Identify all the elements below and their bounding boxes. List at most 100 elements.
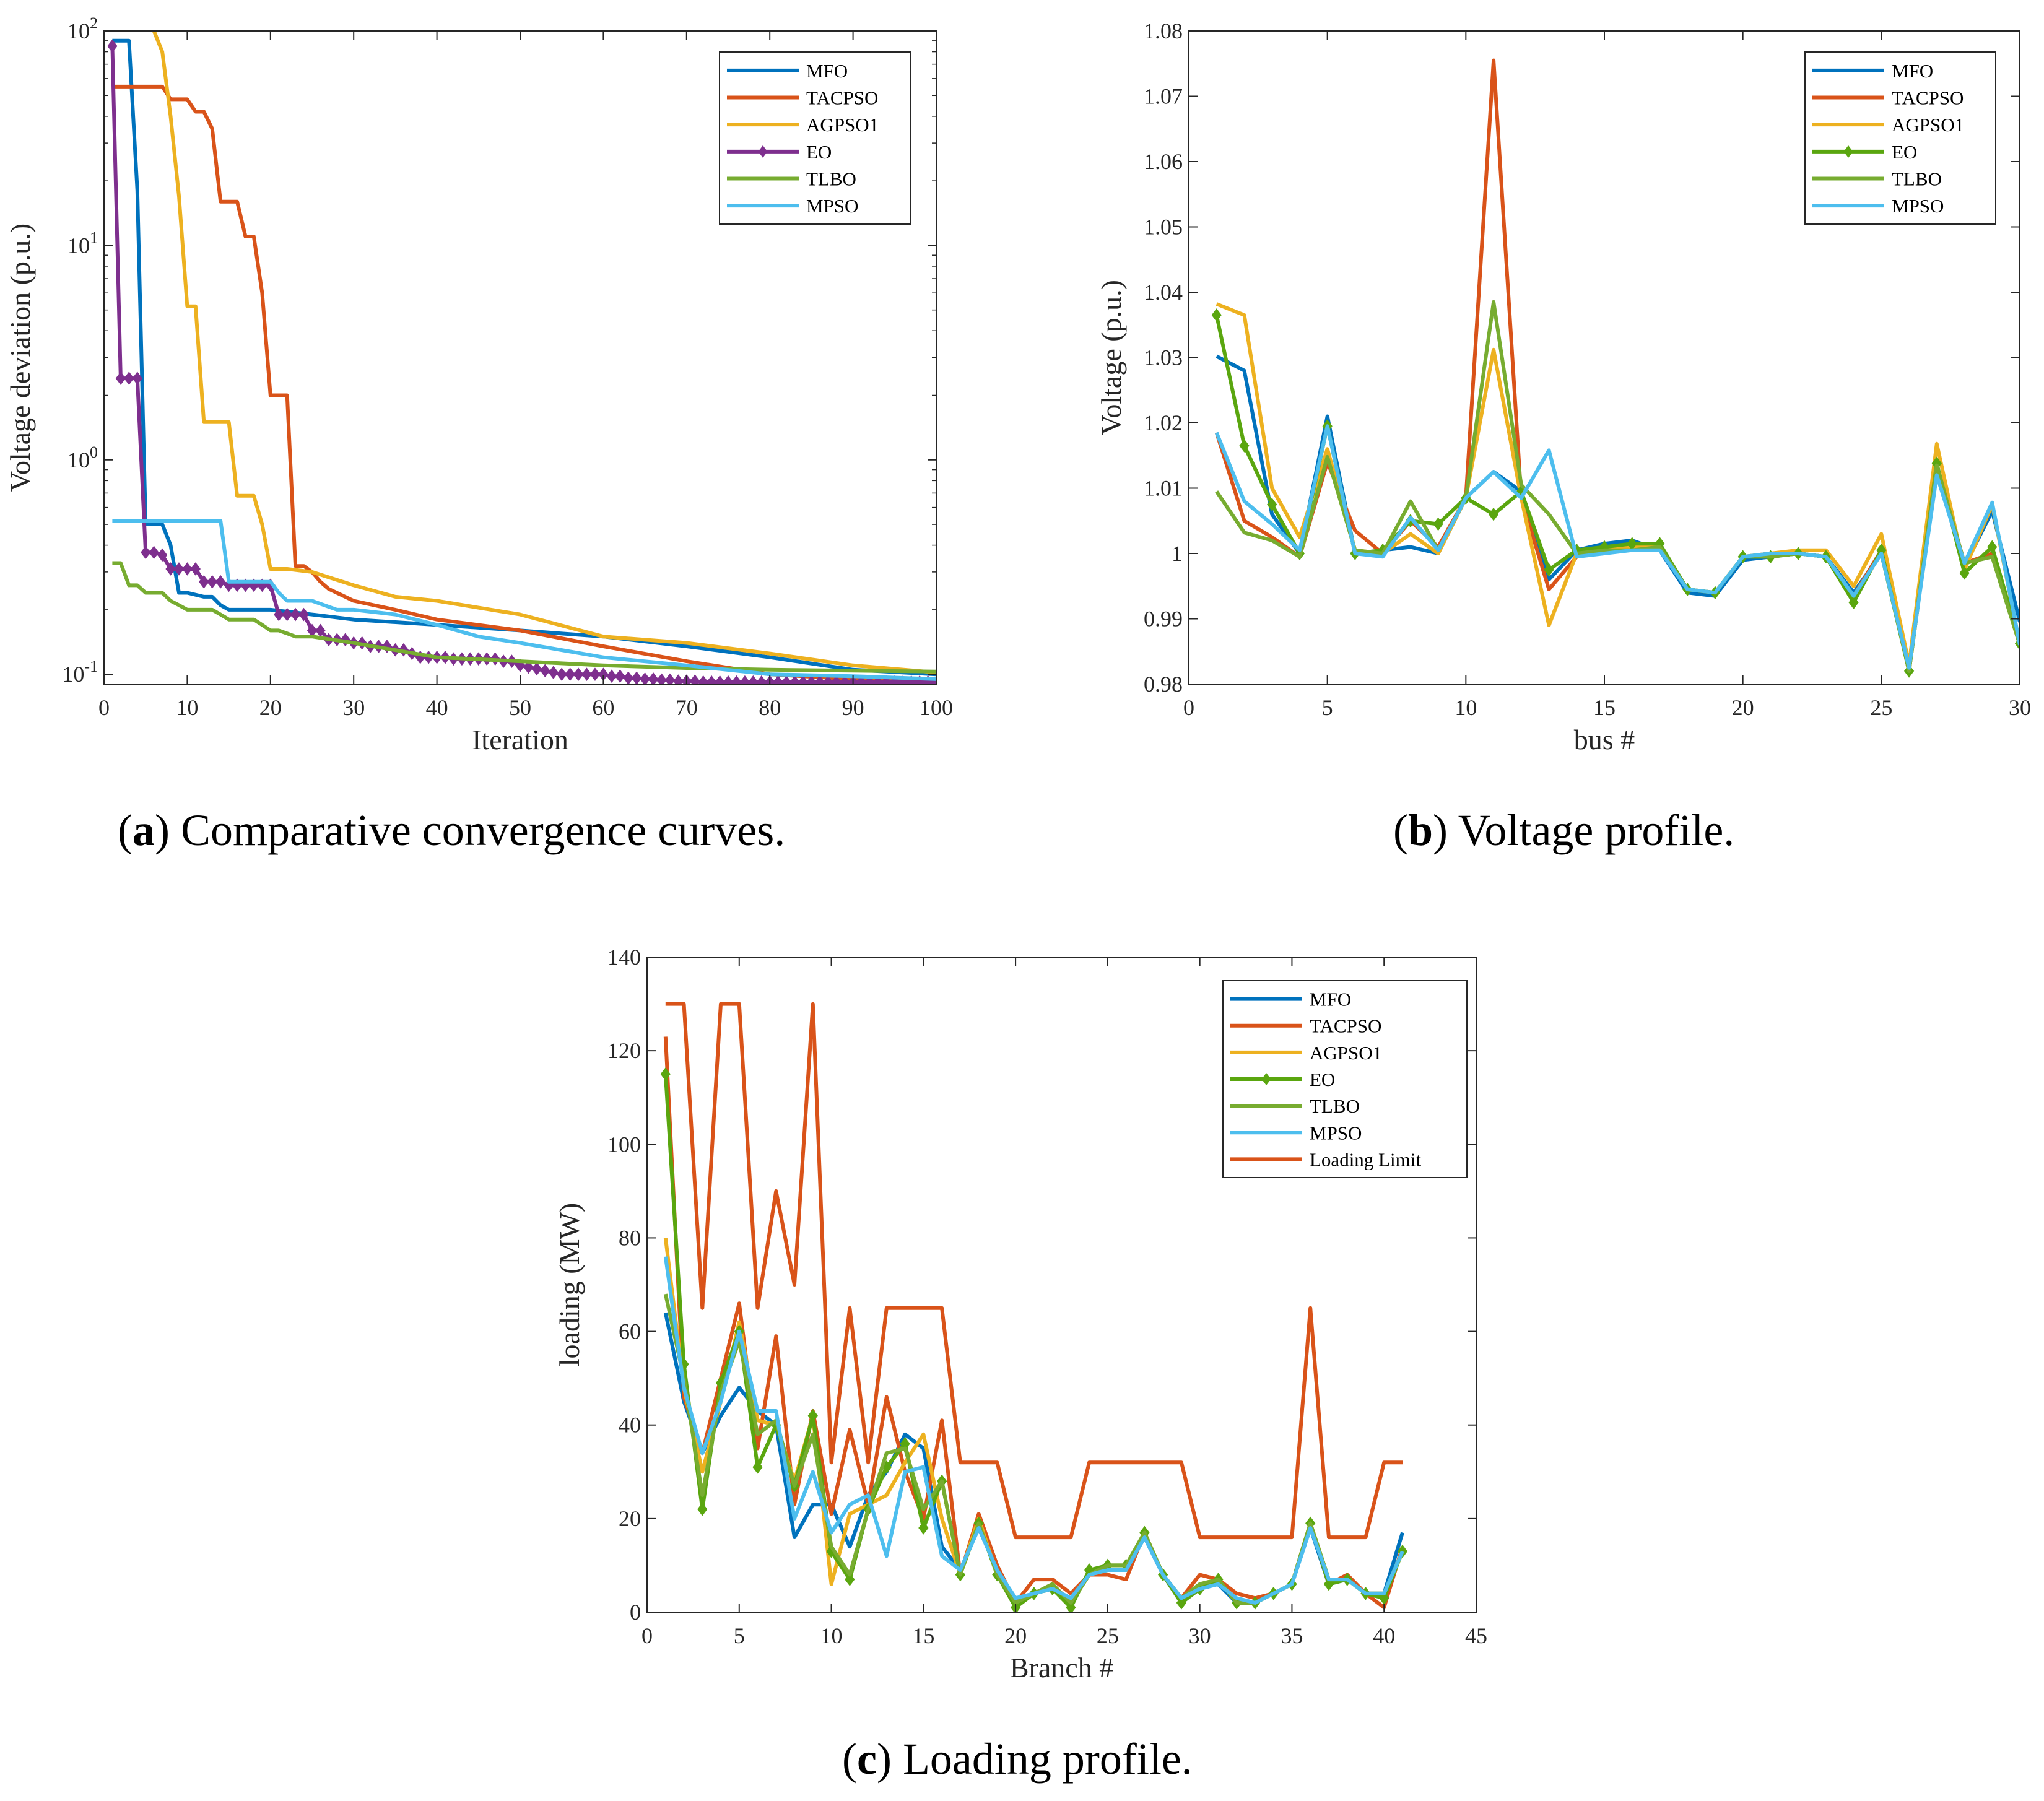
- data-point-eo: [706, 675, 717, 684]
- data-point-eo: [1267, 498, 1277, 511]
- legend-box: [1804, 51, 1996, 225]
- legend-label: TLBO: [1310, 1095, 1360, 1117]
- legend-label: EO: [1892, 141, 1917, 163]
- x-tick-label: 15: [912, 1623, 934, 1648]
- y-tick-label: 1.07: [1144, 84, 1183, 109]
- data-point-eo: [756, 675, 767, 684]
- legend-label: TACPSO: [1892, 87, 1964, 109]
- data-point-eo: [864, 675, 875, 684]
- legend-marker: [1843, 145, 1853, 158]
- x-tick-label: 20: [1732, 695, 1754, 720]
- data-point-eo: [673, 674, 684, 684]
- legend: MFO TACPSO AGPSO1 EO TLBO MPSO: [719, 51, 911, 225]
- data-point-eo: [157, 548, 168, 562]
- data-point-eo: [107, 39, 118, 53]
- data-point-eo: [648, 672, 659, 684]
- x-tick-label: 25: [1097, 1623, 1119, 1648]
- data-point-eo: [165, 562, 176, 576]
- data-point-eo: [889, 675, 900, 684]
- series-group: [107, 31, 936, 684]
- legend-label: TLBO: [1892, 168, 1942, 190]
- x-tick-label: 100: [920, 695, 953, 720]
- x-axis-title: Branch #: [1010, 1652, 1113, 1683]
- series-line-agpso1: [152, 31, 936, 675]
- legend-label: EO: [1310, 1069, 1335, 1090]
- x-tick-label: 35: [1281, 1623, 1303, 1648]
- data-point-eo: [739, 675, 750, 684]
- data-point-eo: [523, 660, 534, 674]
- y-tick-label: 1.02: [1144, 410, 1183, 435]
- series-line-loading-limit: [665, 1002, 1403, 1540]
- data-point-eo: [845, 1573, 855, 1586]
- y-tick-label: 0.99: [1144, 607, 1183, 631]
- y-tick-label: 101: [67, 228, 98, 258]
- data-point-eo: [806, 675, 817, 684]
- legend-label: MFO: [1310, 989, 1351, 1010]
- series-line-mpso: [112, 519, 936, 681]
- legend-label: MPSO: [806, 195, 858, 217]
- chart-voltage-profile: 0 5 10 15 20 25 30 0.98 0.99 1 1.01 1.02 1.03 1.04 1.0…: [1095, 19, 2031, 755]
- chart-loading-profile: 0 5 10 15 20 25 30 35 40 45 0 20 40 60 80 100 120 140 Bran…: [554, 945, 1487, 1683]
- legend-box: [719, 51, 911, 225]
- data-point-eo: [881, 675, 892, 684]
- data-point-eo: [789, 675, 800, 684]
- data-point-eo: [1176, 1596, 1187, 1610]
- data-point-eo: [840, 675, 850, 684]
- legend-label: MFO: [806, 60, 848, 82]
- data-point-eo: [698, 675, 708, 684]
- x-tick-label: 30: [342, 695, 365, 720]
- caption-b: (b) Voltage profile.: [1393, 805, 1735, 855]
- data-point-eo: [290, 607, 301, 622]
- y-tick-label: 80: [619, 1225, 641, 1250]
- data-point-eo: [664, 673, 676, 684]
- x-tick-label: 30: [1189, 1623, 1211, 1648]
- series-line-mpso: [663, 1256, 1404, 1605]
- data-point-eo: [1488, 507, 1499, 521]
- y-axis-title: Voltage deviation (p.u.): [4, 223, 36, 492]
- data-point-eo: [274, 607, 284, 622]
- caption-a-letter: a: [132, 805, 155, 855]
- x-tick-label: 45: [1465, 1623, 1487, 1648]
- caption-a: (a) Comparative convergence curves.: [118, 805, 786, 855]
- y-tick-label: 1.04: [1144, 280, 1183, 305]
- data-point-eo: [1433, 517, 1443, 531]
- data-point-eo: [540, 664, 550, 678]
- data-point-eo: [207, 575, 217, 589]
- legend-label: TLBO: [806, 168, 856, 190]
- data-point-eo: [531, 662, 542, 676]
- data-point-eo: [557, 667, 567, 681]
- data-point-eo: [606, 669, 617, 684]
- series-line-mpso: [1214, 424, 2020, 670]
- data-point-eo: [823, 675, 833, 684]
- data-point-eo: [731, 675, 742, 684]
- x-tick-label: 20: [259, 695, 282, 720]
- y-tick-label: 0: [630, 1600, 641, 1625]
- data-point-eo: [132, 371, 142, 385]
- caption-c-letter: c: [856, 1734, 877, 1784]
- y-tick-label: 40: [619, 1413, 641, 1438]
- data-point-eo: [615, 669, 625, 684]
- y-tick-label: 60: [619, 1319, 641, 1344]
- data-point-eo: [748, 675, 759, 684]
- x-tick-label: 40: [426, 695, 448, 720]
- data-point-eo: [918, 1521, 929, 1535]
- legend-label: AGPSO1: [1310, 1042, 1382, 1064]
- y-tick-label: 1: [1172, 541, 1183, 566]
- data-point-eo: [856, 675, 867, 684]
- caption-c: (c) Loading profile.: [842, 1734, 1193, 1784]
- x-tick-label: 70: [676, 695, 698, 720]
- x-axis-title: bus #: [1574, 724, 1635, 755]
- data-point-eo: [149, 545, 159, 560]
- axes-box: [646, 957, 1477, 1613]
- y-tick-label: 0.98: [1144, 672, 1183, 697]
- data-point-eo: [723, 675, 734, 684]
- legend-label: Loading Limit: [1310, 1148, 1421, 1170]
- data-point-eo: [623, 671, 633, 684]
- series-group: [660, 1002, 1408, 1612]
- y-tick-label: 1.08: [1144, 19, 1183, 43]
- legend-label: AGPSO1: [1892, 114, 1964, 136]
- data-point-eo: [548, 666, 559, 680]
- data-point-eo: [173, 562, 185, 576]
- y-axis-title: loading (MW): [554, 1203, 585, 1366]
- legend-label: TACPSO: [1310, 1015, 1381, 1037]
